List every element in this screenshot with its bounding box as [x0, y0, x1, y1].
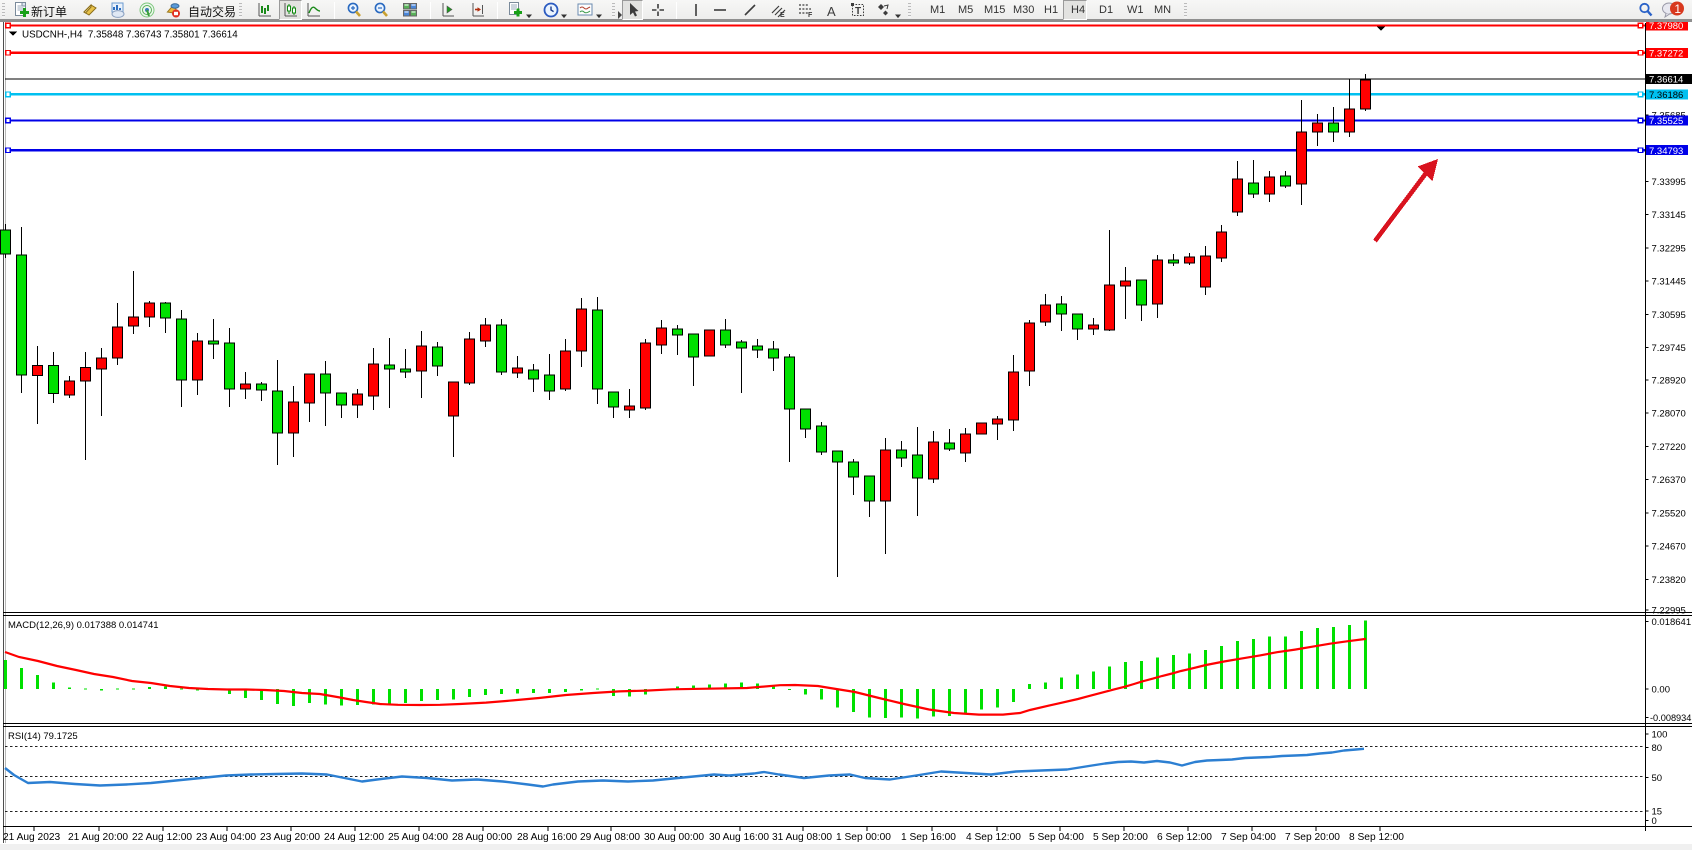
svg-text:5 Sep 04:00: 5 Sep 04:00 — [1029, 832, 1084, 843]
svg-text:23 Aug 04:00: 23 Aug 04:00 — [196, 832, 256, 843]
svg-text:0: 0 — [1652, 816, 1657, 827]
svg-text:5 Sep 20:00: 5 Sep 20:00 — [1093, 832, 1148, 843]
svg-text:7.35525: 7.35525 — [1649, 116, 1683, 127]
svg-text:4 Sep 12:00: 4 Sep 12:00 — [966, 832, 1021, 843]
svg-text:6 Sep 12:00: 6 Sep 12:00 — [1157, 832, 1212, 843]
svg-text:25 Aug 04:00: 25 Aug 04:00 — [388, 832, 448, 843]
svg-text:24 Aug 12:00: 24 Aug 12:00 — [324, 832, 384, 843]
svg-text:22 Aug 12:00: 22 Aug 12:00 — [132, 832, 192, 843]
svg-text:1 Sep 00:00: 1 Sep 00:00 — [836, 832, 891, 843]
svg-text:7.33995: 7.33995 — [1652, 177, 1686, 188]
svg-text:80: 80 — [1652, 743, 1663, 754]
svg-text:29 Aug 08:00: 29 Aug 08:00 — [580, 832, 640, 843]
svg-text:30 Aug 16:00: 30 Aug 16:00 — [709, 832, 769, 843]
svg-text:7.36186: 7.36186 — [1649, 90, 1683, 101]
svg-text:T: T — [855, 6, 861, 17]
svg-text:50: 50 — [1652, 773, 1663, 784]
svg-text:28 Aug 16:00: 28 Aug 16:00 — [517, 832, 577, 843]
svg-text:7.22995: 7.22995 — [1652, 606, 1686, 617]
svg-text:1: 1 — [1674, 2, 1681, 16]
svg-text:15: 15 — [1652, 807, 1663, 818]
svg-text:7 Sep 20:00: 7 Sep 20:00 — [1285, 832, 1340, 843]
svg-text:100: 100 — [1652, 730, 1668, 741]
svg-text:7.37980: 7.37980 — [1649, 21, 1683, 32]
svg-text:7.28920: 7.28920 — [1652, 375, 1686, 386]
svg-text:7.23820: 7.23820 — [1652, 575, 1686, 586]
svg-text:7.26370: 7.26370 — [1652, 475, 1686, 486]
svg-text:E: E — [780, 12, 785, 19]
svg-text:7.31445: 7.31445 — [1652, 277, 1686, 288]
svg-text:7 Sep 04:00: 7 Sep 04:00 — [1221, 832, 1276, 843]
svg-text:28 Aug 00:00: 28 Aug 00:00 — [452, 832, 512, 843]
svg-text:RSI(14) 79.1725: RSI(14) 79.1725 — [8, 731, 78, 742]
svg-text:7.33145: 7.33145 — [1652, 210, 1686, 221]
svg-text:21 Aug 20:00: 21 Aug 20:00 — [68, 832, 128, 843]
svg-text:1 Sep 16:00: 1 Sep 16:00 — [901, 832, 956, 843]
svg-text:USDCNH-,H4 7.35848 7.36743 7.: USDCNH-,H4 7.35848 7.36743 7.35801 7.366… — [22, 30, 238, 41]
svg-text:0.018641: 0.018641 — [1652, 617, 1692, 628]
svg-text:30 Aug 00:00: 30 Aug 00:00 — [644, 832, 704, 843]
svg-text:21 Aug 2023: 21 Aug 2023 — [3, 832, 61, 843]
svg-text:0.00: 0.00 — [1652, 685, 1671, 696]
svg-text:F: F — [808, 12, 813, 19]
svg-text:7.34793: 7.34793 — [1649, 146, 1683, 157]
svg-text:7.27220: 7.27220 — [1652, 442, 1686, 453]
svg-text:23 Aug 20:00: 23 Aug 20:00 — [260, 832, 320, 843]
svg-text:7.28070: 7.28070 — [1652, 409, 1686, 420]
svg-text:7.24670: 7.24670 — [1652, 542, 1686, 553]
svg-text:8 Sep 12:00: 8 Sep 12:00 — [1349, 832, 1404, 843]
svg-text:7.32295: 7.32295 — [1652, 243, 1686, 254]
svg-text:7.36614: 7.36614 — [1649, 75, 1683, 86]
svg-text:7.37272: 7.37272 — [1649, 48, 1683, 59]
svg-text:-0.008934: -0.008934 — [1650, 713, 1691, 723]
svg-text:7.29745: 7.29745 — [1652, 343, 1686, 354]
svg-text:31 Aug 08:00: 31 Aug 08:00 — [772, 832, 832, 843]
svg-text:MACD(12,26,9) 0.017388 0.01474: MACD(12,26,9) 0.017388 0.014741 — [8, 620, 159, 631]
svg-text:7.25520: 7.25520 — [1652, 508, 1686, 519]
svg-text:7.30595: 7.30595 — [1652, 310, 1686, 321]
